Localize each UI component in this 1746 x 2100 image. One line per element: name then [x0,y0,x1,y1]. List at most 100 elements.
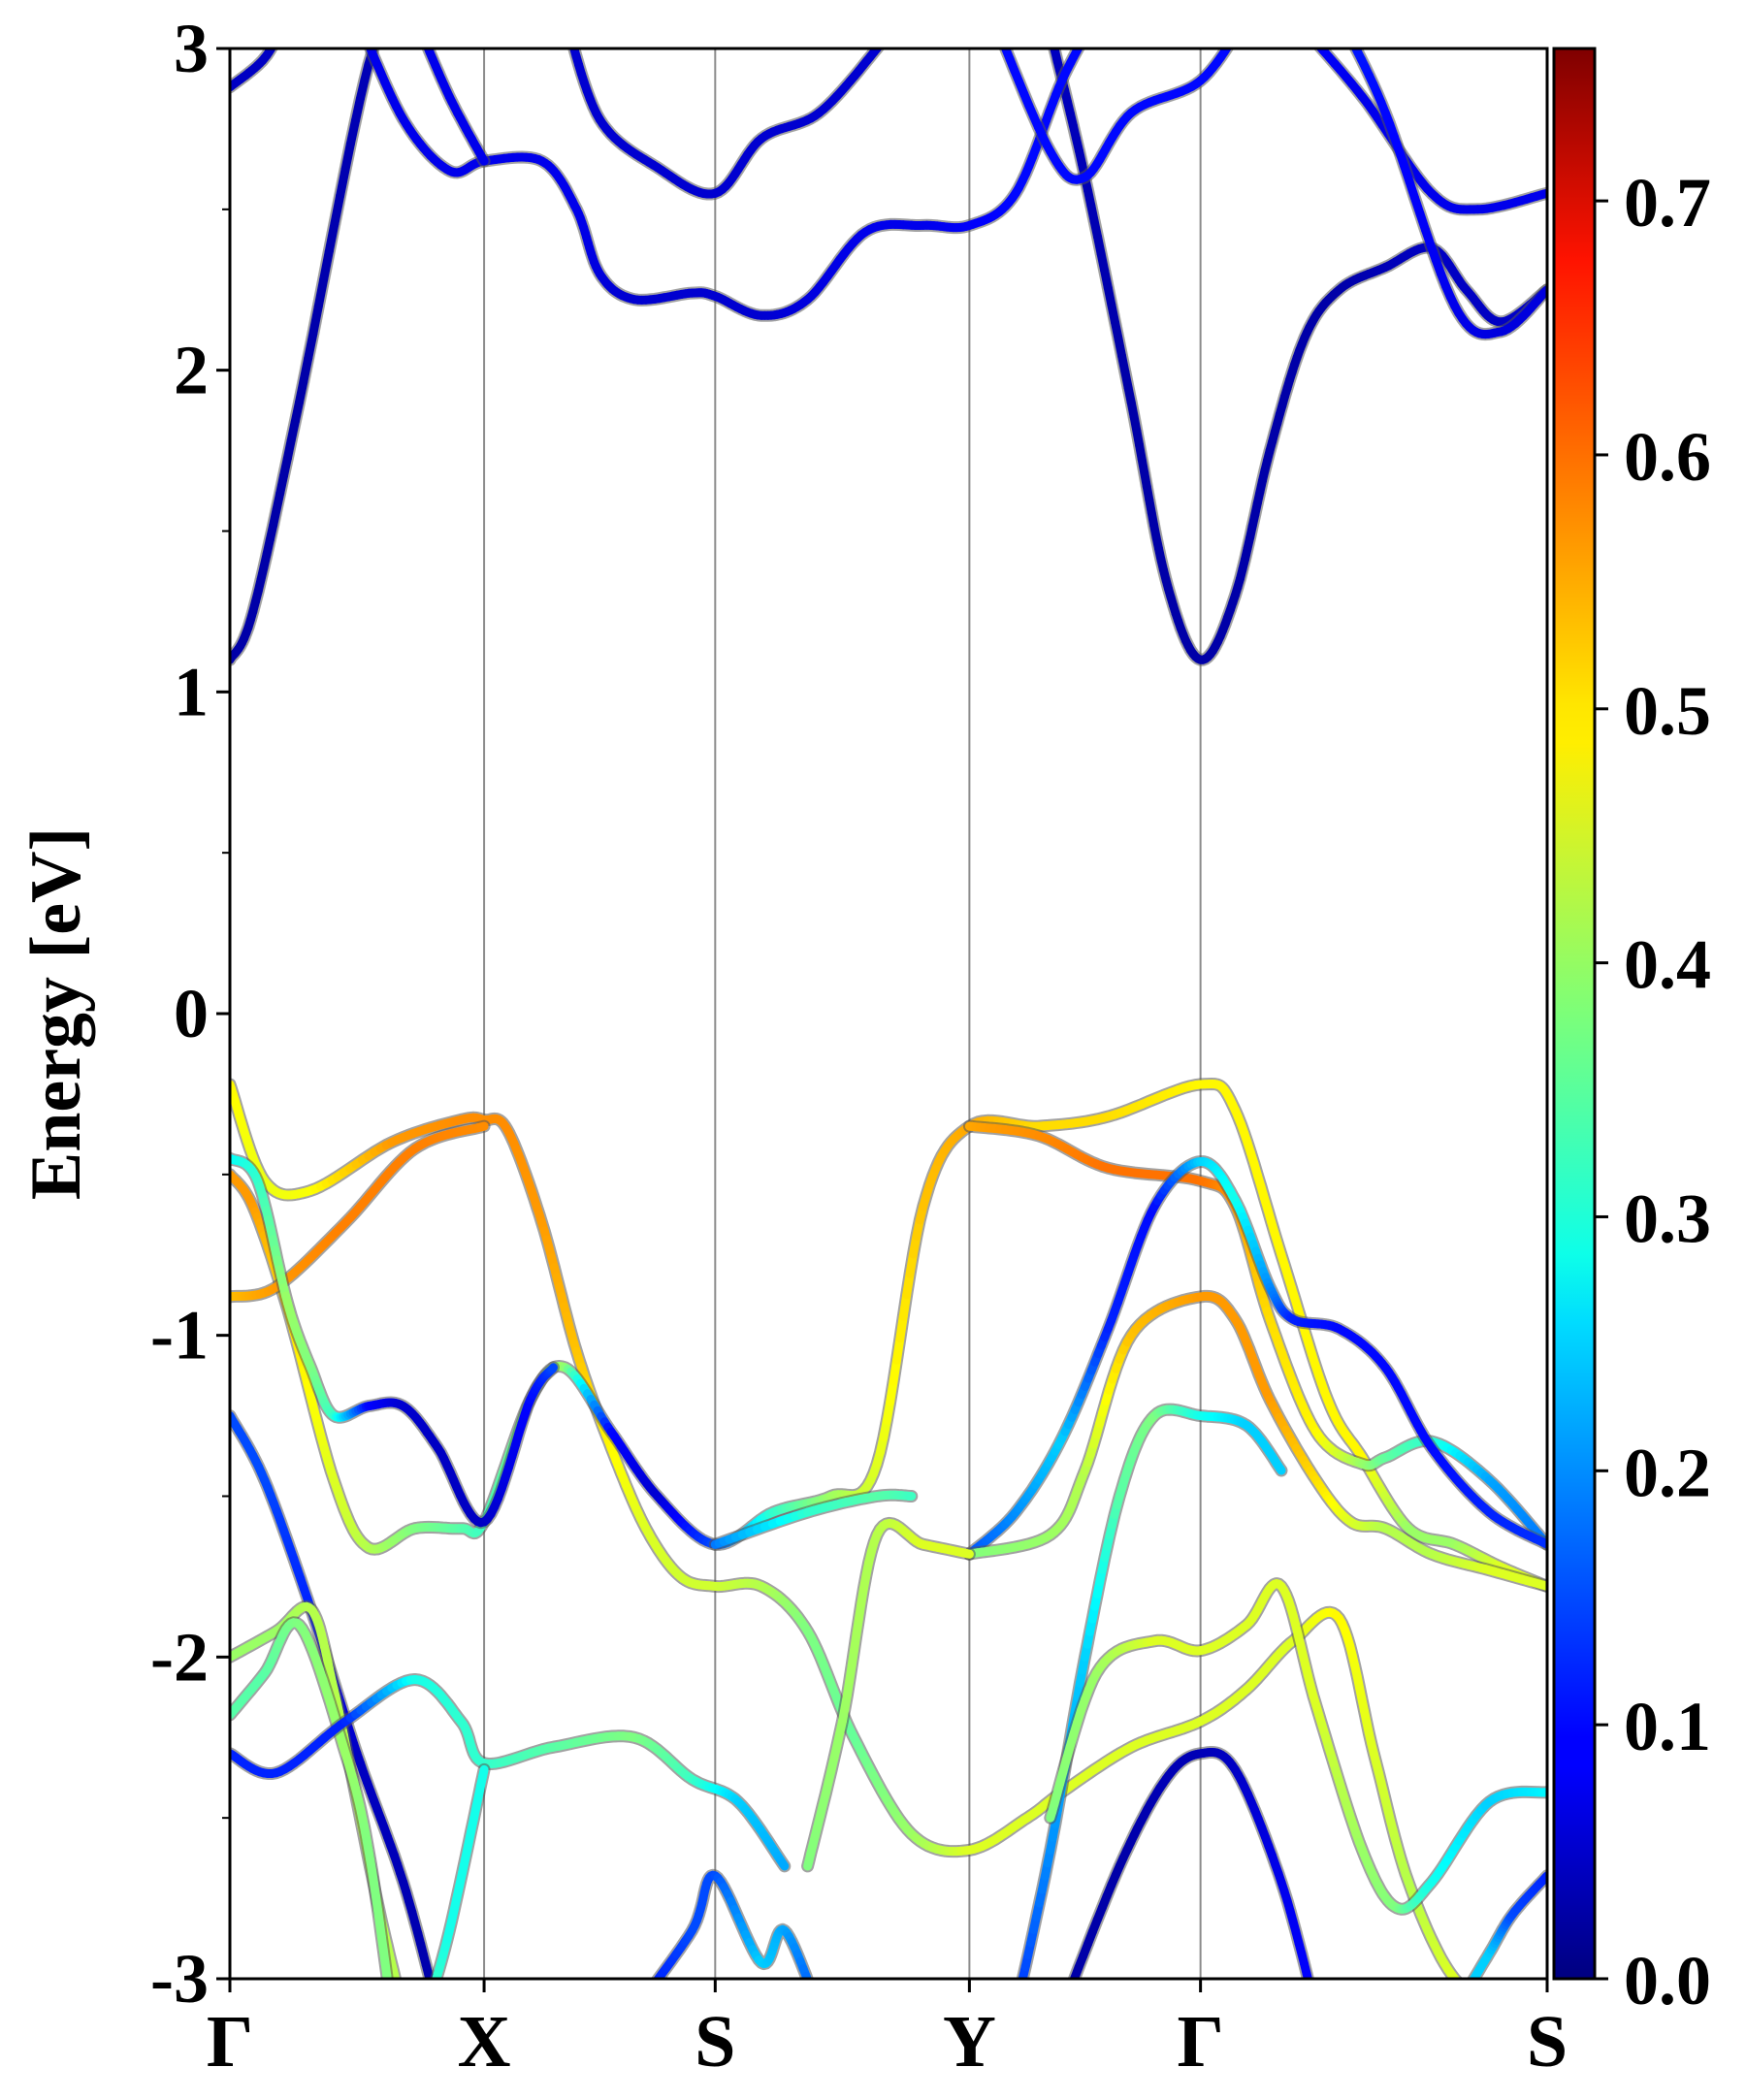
band-segment [427,2004,428,2008]
colorbar [1554,48,1595,1979]
band-segment [435,1999,436,2006]
band-segment [379,28,382,34]
band-segment [388,19,391,21]
band-segment [402,16,403,17]
colorbar-tick-label: 0.1 [1624,1688,1711,1765]
band-outline [566,16,900,194]
band-cb7 [1340,16,1547,335]
band-segment [895,22,896,24]
band-segment [418,24,420,29]
band-segment [1089,25,1091,29]
band-cb8 [230,16,288,87]
band-segment [1002,39,1006,48]
band-segment [1067,1988,1071,1997]
band-segment [1473,1991,1477,1992]
band-segment [1243,19,1245,23]
band-segment [634,2008,637,2012]
band-segment [899,16,900,17]
band-segment [1095,16,1096,19]
band-segment [390,1996,391,2005]
band-segment [893,24,894,26]
x-tick-label: S [1527,2001,1568,2083]
x-tick-label: Γ [1177,2001,1223,2083]
band-segment [361,26,364,33]
band-vb5 [230,1158,554,1522]
band-segment [816,2003,818,2008]
band-outline [1016,1409,1281,2011]
band-segment [783,1863,785,1866]
band-segment [1470,1989,1473,1990]
band-segment [568,26,570,33]
band-segment [897,19,898,21]
y-tick-label: 3 [174,10,209,87]
band-segment [1310,1983,1311,1991]
band-segment [276,36,278,40]
band-segment [430,1996,431,2001]
band-segment [433,1987,435,1991]
band-segment [422,34,425,40]
band-vb16 [1016,1409,1281,2011]
band-segment [883,39,885,42]
band-segment [427,2008,428,2011]
y-tick-label: 2 [174,332,209,409]
band-segment [1458,1983,1462,1986]
band-cb6 [1293,16,1547,210]
band-segment [359,20,361,26]
band-segment [896,20,897,22]
band-segment [898,17,899,18]
band-segment [402,2002,403,2007]
band-segment [812,1990,814,1997]
band-segment [1238,26,1241,31]
band-segment [483,1769,485,1776]
band-segment [425,40,428,46]
band-segment [391,2004,392,2011]
band-segment [1296,19,1300,23]
band-segment [1466,1987,1470,1989]
band-segment [1342,20,1343,24]
band-segment [1456,2006,1458,2009]
y-tick-label: 1 [174,653,209,730]
band-segment [1064,1997,1067,2005]
x-tick-label: Γ [207,2001,253,2083]
band-vb19 [1455,1876,1547,2011]
band-segment [571,40,573,48]
band-segment [1455,2009,1457,2012]
band-outline [230,1084,1501,1995]
band-segment [1062,2005,1064,2011]
band-segment [1235,31,1238,36]
band-cb2 [357,16,1096,316]
band-segment [995,22,998,30]
band-vb11 [230,1623,392,2011]
band-segment [431,1991,433,1996]
band-segment [397,1985,399,1991]
band-segment [1304,28,1309,33]
band-segment [420,28,422,34]
band-segment [1343,24,1346,29]
band-segment [998,29,1002,38]
x-tick-label: X [458,2001,511,2083]
band-segment [818,2008,820,2012]
band-segment [281,25,283,28]
band-segment [357,16,359,21]
bands [230,16,1547,2011]
band-segment [890,28,892,30]
band-segment [1087,29,1089,33]
colorbar-tick-label: 0.6 [1624,418,1711,496]
band-segment [286,18,287,20]
colorbar-tick-label: 0.5 [1624,672,1711,750]
band-segment [1016,2005,1018,2012]
band-segment [887,33,889,36]
band-segment [566,20,568,26]
band-segment [1340,16,1342,20]
band-segment [636,2003,639,2007]
band-segment [1093,18,1095,21]
band-segment [880,42,883,45]
band-segment [433,1992,435,2000]
band-segment [1460,1998,1463,2002]
band-segment [1481,1993,1485,1994]
band-segment [278,32,280,36]
band-segment [367,40,370,48]
band-vb13 [427,1769,485,2011]
